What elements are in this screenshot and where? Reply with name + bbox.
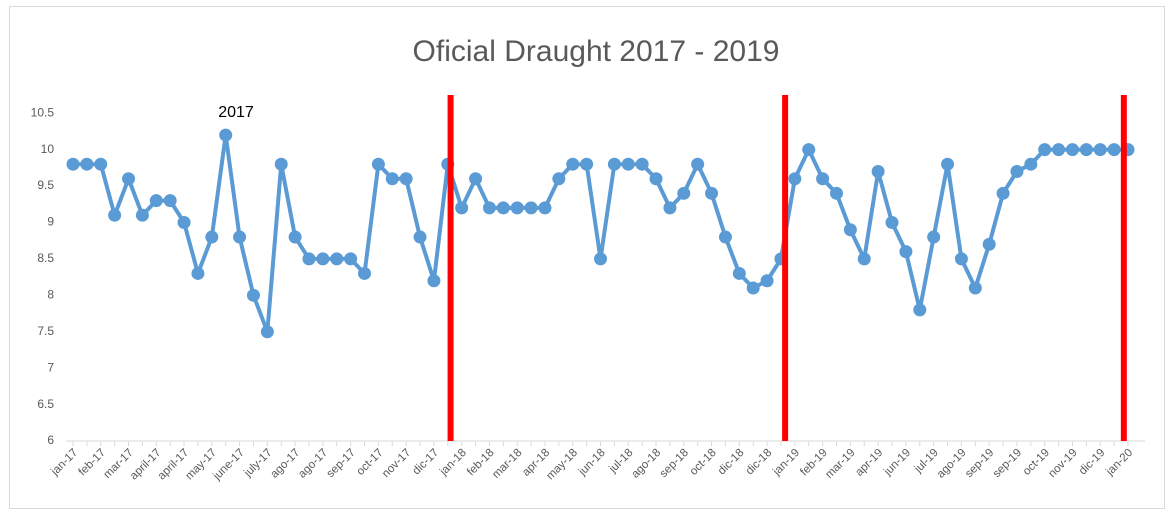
point	[344, 252, 358, 266]
point	[219, 128, 233, 142]
point	[649, 172, 663, 186]
point	[843, 223, 857, 237]
y-tick-label: 6.5	[37, 397, 54, 411]
point	[1093, 143, 1107, 157]
point	[927, 230, 941, 244]
point	[538, 201, 552, 215]
point	[885, 215, 899, 229]
point	[718, 230, 732, 244]
point	[149, 194, 163, 208]
point	[982, 237, 996, 251]
point	[524, 201, 538, 215]
point	[691, 157, 705, 171]
point	[510, 201, 524, 215]
point	[857, 252, 871, 266]
point	[594, 252, 607, 266]
point	[233, 230, 247, 244]
point	[732, 266, 746, 280]
point	[829, 186, 843, 200]
point	[135, 208, 149, 222]
point	[94, 157, 108, 171]
point	[371, 157, 385, 171]
point	[913, 303, 927, 317]
y-tick-label: 10.5	[31, 105, 55, 119]
point	[177, 215, 191, 229]
point	[455, 201, 469, 215]
point	[66, 157, 80, 171]
point	[260, 325, 274, 339]
point	[760, 274, 774, 288]
point	[427, 274, 441, 288]
point	[122, 172, 136, 186]
point	[941, 157, 955, 171]
y-tick-label: 10	[41, 142, 55, 156]
point	[566, 157, 580, 171]
y-tick-label: 9.5	[37, 178, 54, 192]
point	[246, 288, 260, 302]
point	[413, 230, 427, 244]
point	[1024, 157, 1038, 171]
point	[954, 252, 968, 266]
point	[816, 172, 830, 186]
point	[1010, 164, 1024, 178]
point	[1065, 143, 1079, 157]
point	[635, 157, 649, 171]
point	[482, 201, 496, 215]
point	[469, 172, 483, 186]
y-tick-label: 6	[47, 433, 54, 447]
point	[1107, 143, 1121, 157]
point	[496, 201, 510, 215]
point	[552, 172, 566, 186]
point	[191, 266, 205, 280]
y-tick-label: 8	[47, 287, 54, 301]
point	[580, 157, 594, 171]
point	[1038, 143, 1052, 157]
point	[705, 186, 719, 200]
point	[274, 157, 288, 171]
point	[80, 157, 94, 171]
point	[358, 266, 372, 280]
point	[871, 164, 885, 178]
point	[205, 230, 219, 244]
point	[1079, 143, 1093, 157]
y-tick-label: 9	[47, 215, 54, 229]
point	[288, 230, 302, 244]
y-tick-label: 7.5	[37, 324, 54, 338]
point	[607, 157, 621, 171]
point	[899, 245, 913, 259]
chart-title: Oficial Draught 2017 - 2019	[413, 35, 780, 68]
point	[385, 172, 399, 186]
point	[968, 281, 982, 295]
point	[108, 208, 122, 222]
point	[663, 201, 677, 215]
point	[330, 252, 344, 266]
y-tick-label: 7	[47, 360, 54, 374]
point	[1052, 143, 1066, 157]
point	[788, 172, 802, 186]
point	[677, 186, 691, 200]
annotation: 2017	[218, 104, 254, 121]
point	[621, 157, 635, 171]
point	[302, 252, 316, 266]
point	[802, 143, 816, 157]
point	[163, 194, 177, 208]
y-tick-label: 8.5	[37, 251, 54, 265]
chart-frame	[9, 6, 1165, 509]
point	[996, 186, 1010, 200]
point	[399, 172, 413, 186]
point	[746, 281, 760, 295]
point	[316, 252, 330, 266]
